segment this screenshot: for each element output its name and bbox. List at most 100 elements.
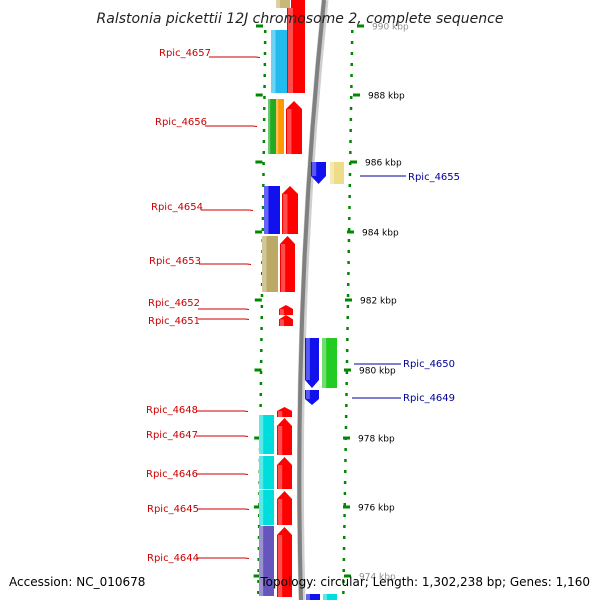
scale-tick	[255, 160, 263, 164]
feature-arrow-4655-highlight	[312, 162, 317, 176]
scale-tick	[254, 368, 262, 372]
feature-block	[268, 99, 276, 154]
scale-dot-outer	[344, 415, 348, 418]
feature-arrow-4649	[305, 390, 319, 405]
scale-dot-outer	[348, 195, 351, 198]
scale-tick	[343, 505, 350, 509]
feature-arrow-4647	[277, 418, 292, 455]
scale-dot-outer	[342, 547, 346, 550]
scale-dot-inner	[262, 151, 266, 154]
feature-block	[259, 415, 274, 454]
scale-dot-outer	[343, 503, 347, 506]
scale-dot-outer	[350, 74, 353, 77]
scale-dot-inner	[263, 107, 266, 110]
scale-tick-label: 982 kbp	[360, 297, 397, 307]
feature-arrow-4654	[282, 186, 298, 234]
feature-block-highlight	[330, 162, 334, 184]
feature-block-highlight	[322, 338, 327, 388]
feature-block	[322, 338, 337, 388]
scale-dot-outer	[342, 536, 346, 539]
scale-tick-label: 980 kbp	[359, 367, 396, 377]
feature-arrow-4657	[287, 8, 305, 93]
scale-dot-outer	[348, 206, 351, 209]
feature-block	[330, 162, 344, 184]
scale-dot-inner	[260, 294, 264, 297]
scale-dot-outer	[347, 261, 350, 264]
feature-block	[271, 30, 287, 93]
feature-arrow-4652	[279, 305, 293, 315]
scale-dot-outer	[345, 360, 349, 363]
feature-block-highlight	[259, 490, 264, 525]
scale-dot-outer	[342, 558, 346, 561]
feature-block	[259, 456, 274, 489]
scale-tick	[357, 24, 364, 28]
gene-label: Rpic_4650	[403, 359, 455, 370]
feature-block-highlight	[276, 0, 280, 8]
scale-dot-outer	[348, 217, 351, 220]
scale-dot-inner	[262, 129, 266, 132]
feature-arrow-4648	[277, 407, 292, 417]
feature-arrow-4651-highlight	[280, 319, 284, 326]
scale-tick-label: 984 kbp	[362, 229, 399, 239]
scale-tick-label: 986 kbp	[365, 159, 402, 169]
scale-tick	[344, 574, 351, 578]
label-layer: Rpic_4657 Rpic_4656 Rpic_4655 Rpic_4654 Rpic…	[146, 48, 460, 564]
scale-dot-inner	[262, 173, 265, 176]
scale-dot-inner	[263, 41, 267, 44]
map-title: Ralstonia pickettii 12J chromosome 2, co…	[97, 11, 504, 27]
scale-dot-inner	[262, 162, 265, 165]
gene-leader-line	[244, 308, 250, 310]
scale-dot-outer	[350, 41, 354, 44]
scale-tick-label: 976 kbp	[358, 504, 395, 514]
gene-label: Rpic_4645	[147, 504, 199, 515]
feature-arrow-4651	[279, 315, 293, 326]
scale-dot-outer	[342, 591, 345, 594]
scale-tick	[343, 436, 350, 440]
gene-label: Rpic_4653	[149, 256, 201, 267]
backbone-line	[297, 0, 326, 600]
scale-dot-outer	[346, 316, 349, 319]
scale-dot-outer	[349, 129, 352, 132]
feature-block-highlight	[306, 594, 310, 600]
scale-tick	[347, 230, 354, 234]
scale-dot-inner	[257, 591, 260, 594]
scale-dot-inner	[263, 85, 266, 88]
feature-block	[262, 236, 278, 292]
feature-block-highlight	[271, 30, 276, 93]
scale-dot-outer	[348, 184, 352, 187]
feature-block	[323, 594, 337, 600]
scale-dot-outer	[347, 239, 351, 242]
scale-dot-outer	[343, 481, 347, 484]
feature-block-highlight	[259, 456, 264, 489]
scale-tick-label: 974 kbp	[359, 573, 396, 583]
scale-dot-outer	[343, 514, 346, 517]
scale-dot-outer	[346, 294, 350, 297]
scale-tick	[255, 93, 263, 97]
scale-dot-inner	[259, 360, 263, 363]
scale-tick-label: 978 kbp	[358, 435, 395, 445]
gene-leader-line	[243, 410, 249, 412]
feature-block-highlight	[323, 594, 327, 600]
scale-dot-outer	[349, 151, 352, 154]
scale-dot-outer	[343, 525, 346, 528]
scale-tick	[253, 505, 261, 509]
scale-dot-outer	[345, 371, 349, 374]
feature-arrow-top	[291, 0, 305, 8]
scale-dot-outer	[342, 569, 345, 572]
scale-dot-outer	[343, 492, 347, 495]
scale-dot-outer	[344, 470, 347, 473]
accession-text: Accession: NC_010678	[9, 575, 145, 589]
backbone-layer	[296, 0, 329, 600]
gene-label: Rpic_4649	[403, 393, 455, 404]
scale-dot-outer	[348, 173, 352, 176]
scale-dot-inner	[262, 184, 265, 187]
scale-dot-outer	[349, 107, 353, 110]
scale-dot-outer	[349, 96, 353, 99]
scale-dot-outer	[345, 393, 348, 396]
scale-dot-outer	[347, 250, 351, 253]
gene-leader-line	[243, 473, 249, 475]
feature-block-highlight	[264, 186, 269, 234]
feature-arrow-4644-highlight	[278, 535, 283, 597]
scale-tick	[344, 368, 351, 372]
scale-dot-outer	[347, 272, 350, 275]
